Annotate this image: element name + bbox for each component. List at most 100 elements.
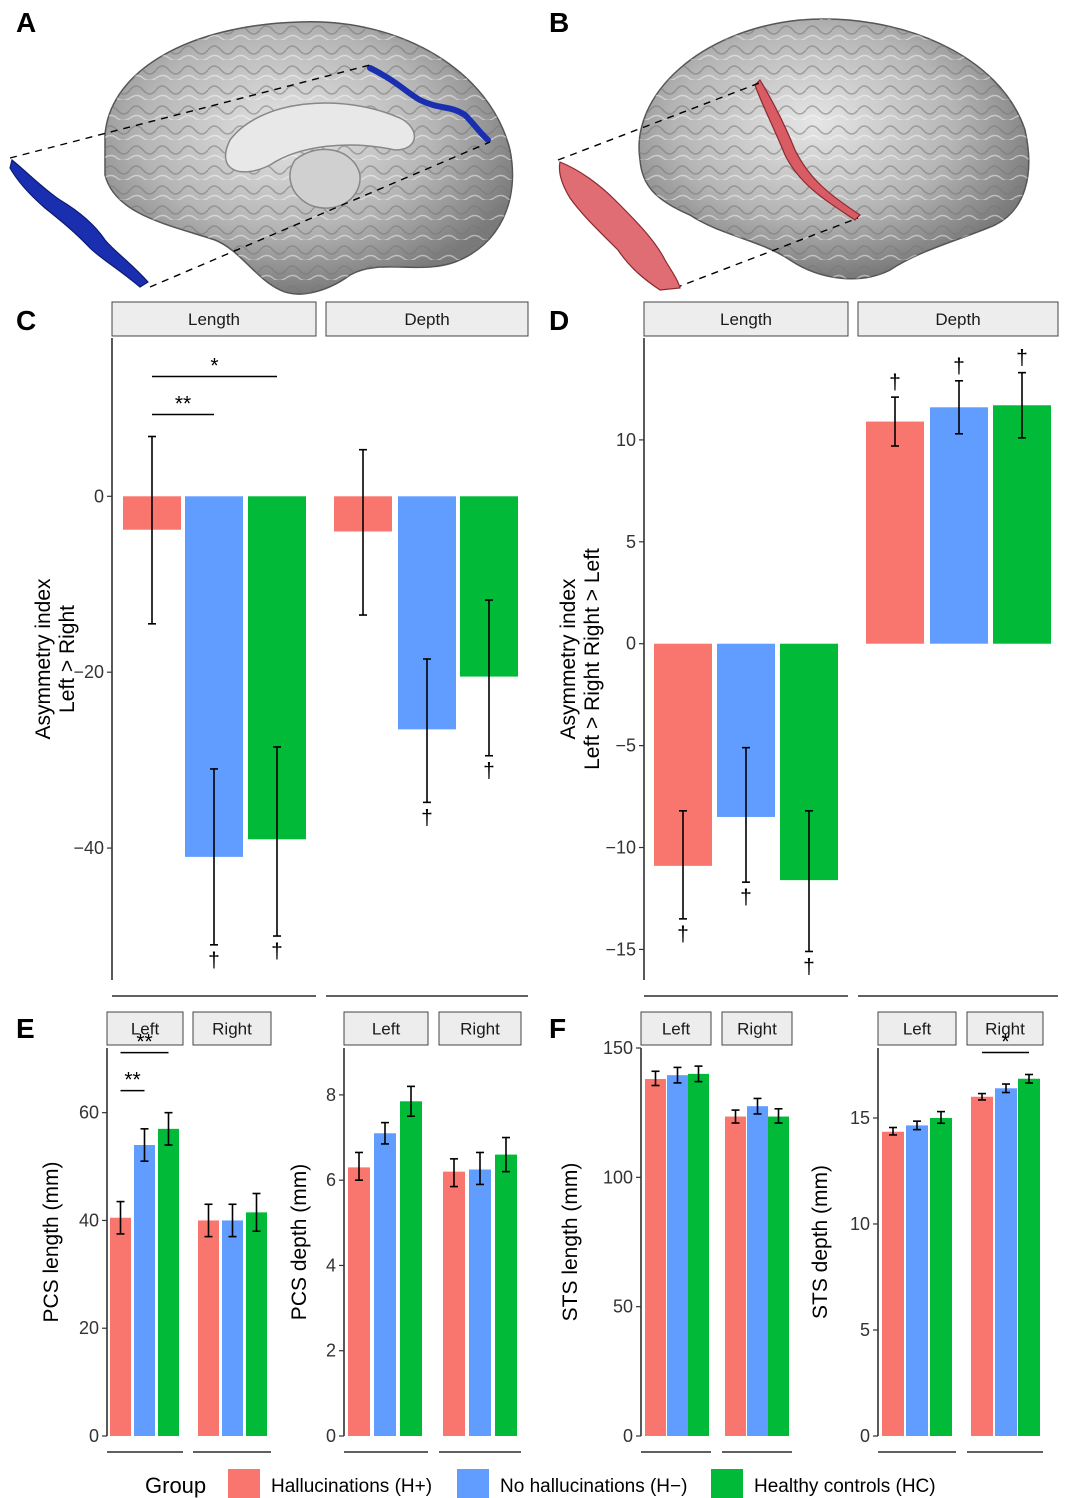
legend-swatch-hallucinations: [228, 1469, 260, 1498]
f-depth-facet-left-strip-label: Left: [903, 1020, 932, 1039]
f-depth-facet-right-strip: [966, 1011, 1044, 1046]
e-length-facet-left-strip: [106, 1011, 184, 1046]
d-y-tick-label: 5: [626, 532, 636, 552]
c-y-axis-title-line-1: Asymmetry index: [32, 578, 55, 740]
f-length-facet-left-strip-label: Left: [662, 1020, 691, 1039]
f-depth-facet-left-bar-h-minus: [906, 1125, 928, 1436]
c-facet-depth-dagger-h-minus: †: [421, 806, 433, 829]
e-length-facet-right-bar-hc: [246, 1212, 267, 1436]
d-facet-depth-bar-hc: [993, 405, 1051, 644]
e-depth-facet-left-bar-h-plus: [348, 1167, 370, 1436]
f-length-facet-right-bar-hc: [768, 1116, 789, 1436]
d-facet-length-strip-label: Length: [720, 310, 772, 329]
legend-swatch-no-hallucinations: [457, 1469, 489, 1498]
c-y-axis-title-line-2: Left > Right: [56, 605, 79, 713]
charts-layer: 0 −20 −40 Asymmetry index Left > Right Length…: [32, 301, 1059, 1453]
c-facet-length-dagger-hc: †: [271, 940, 283, 963]
f-length-facet-right-strip-label: Right: [737, 1020, 777, 1039]
d-facet-depth-bar-h-plus: [866, 421, 924, 644]
e-length-y-tick-label: 0: [89, 1426, 99, 1446]
e-depth-facet-right-bar-h-plus: [443, 1171, 465, 1436]
panel-letter-e: E: [16, 1013, 35, 1044]
legend-label-healthy-controls: Healthy controls (HC): [754, 1476, 936, 1497]
f-length-facet-right-bar-h-minus: [747, 1106, 768, 1436]
d-facet-length-strip: [643, 301, 849, 337]
e-depth-y-axis-title: PCS depth (mm): [288, 1164, 311, 1320]
f-depth-facet-left-strip: [877, 1011, 957, 1046]
panel-letter-d: D: [549, 305, 569, 336]
c-y-tick-label: 0: [94, 486, 104, 506]
f-depth-facet-left-bar-h-plus: [882, 1131, 904, 1436]
d-facet-depth-dagger-h-plus: †: [889, 371, 901, 394]
d-facet-length-dagger-hc: †: [803, 955, 815, 978]
e-length-y-tick-label: 40: [79, 1210, 99, 1230]
e-length-facet-left-bar-hc: [158, 1128, 179, 1436]
f-depth-facet-right-sig-label: *: [1001, 1031, 1009, 1054]
d-y-tick-label: 10: [616, 430, 636, 450]
c-facet-depth-dagger-hc: †: [483, 760, 495, 783]
legend-label-hallucinations: Hallucinations (H+): [271, 1476, 432, 1497]
c-facet-length-strip-label: Length: [188, 310, 240, 329]
d-facet-depth-bar-h-minus: [930, 407, 988, 644]
e-length-y-tick-label: 60: [79, 1103, 99, 1123]
f-depth-y-tick-label: 10: [850, 1214, 870, 1234]
e-depth-facet-left-bar-h-minus: [374, 1133, 396, 1436]
e-depth-y-tick-label: 6: [326, 1170, 336, 1190]
c-facet-length-sig-label: **: [175, 392, 191, 415]
e-length-facet-right-strip: [192, 1011, 272, 1046]
f-depth-facet-right-strip-label: Right: [985, 1020, 1025, 1039]
e-length-y-axis-title: PCS length (mm): [40, 1161, 63, 1322]
c-facet-length-sig-label: *: [210, 354, 218, 377]
d-facet-depth-strip: [857, 301, 1059, 337]
e-depth-facet-left-strip: [343, 1011, 429, 1046]
e-depth-facet-right-strip: [438, 1011, 522, 1046]
e-length-facet-right-bar-h-minus: [222, 1220, 243, 1436]
e-length-facet-right-bar-h-plus: [198, 1220, 219, 1436]
e-depth-y-tick-label: 2: [326, 1341, 336, 1361]
e-length-y-tick-label: 20: [79, 1318, 99, 1338]
e-depth-y-tick-label: 8: [326, 1085, 336, 1105]
e-depth-facet-right-bar-hc: [495, 1154, 517, 1436]
f-depth-facet-right-bar-hc: [1018, 1078, 1040, 1436]
f-length-facet-left-bar-hc: [688, 1073, 709, 1436]
f-length-facet-left-bar-h-minus: [667, 1075, 688, 1436]
e-depth-facet-left-bar-hc: [400, 1101, 422, 1436]
d-facet-length-dagger-h-plus: †: [677, 923, 689, 946]
d-facet-depth-dagger-hc: †: [1016, 347, 1028, 370]
f-depth-facet-right-bar-h-plus: [971, 1096, 993, 1436]
panel-letter-b: B: [549, 7, 569, 38]
f-length-y-axis-title: STS length (mm): [559, 1163, 582, 1322]
f-length-facet-right-bar-h-plus: [725, 1116, 746, 1436]
f-depth-y-tick-label: 0: [860, 1426, 870, 1446]
e-depth-facet-right-strip-label: Right: [460, 1020, 500, 1039]
legend-label-no-hallucinations: No hallucinations (H−): [500, 1476, 687, 1497]
e-length-facet-left-sig-label: **: [124, 1069, 140, 1092]
f-length-facet-right-strip: [721, 1011, 793, 1046]
d-y-tick-label: −5: [615, 736, 636, 756]
f-length-y-tick-label: 150: [603, 1038, 633, 1058]
panel-letter-c: C: [16, 305, 36, 336]
f-length-y-tick-label: 50: [613, 1297, 633, 1317]
d-y-tick-label: −15: [605, 939, 636, 959]
f-length-y-tick-label: 0: [623, 1426, 633, 1446]
e-length-facet-left-sig-label: **: [136, 1031, 152, 1054]
f-depth-y-axis-title: STS depth (mm): [809, 1165, 832, 1319]
e-depth-y-tick-label: 4: [326, 1255, 336, 1275]
c-facet-length-strip: [111, 301, 317, 337]
legend-title: Group: [145, 1473, 206, 1498]
legend-swatch-healthy-controls: [711, 1469, 743, 1498]
f-depth-y-tick-label: 5: [860, 1320, 870, 1340]
f-depth-facet-right-bar-h-minus: [995, 1088, 1017, 1436]
e-length-facet-left-bar-h-minus: [134, 1145, 155, 1436]
d-y-tick-label: 0: [626, 634, 636, 654]
d-y-axis-title-line-2: Left > Right Right > Left: [581, 548, 604, 770]
e-depth-facet-left-strip-label: Left: [372, 1020, 401, 1039]
e-length-facet-left-bar-h-plus: [110, 1217, 131, 1436]
e-length-facet-right-strip-label: Right: [212, 1020, 252, 1039]
d-facet-depth-strip-label: Depth: [935, 310, 980, 329]
c-y-tick-label: −40: [73, 838, 104, 858]
brain-lateral-icon: [557, 18, 1030, 291]
c-y-tick-label: −20: [73, 662, 104, 682]
c-facet-depth-strip: [325, 301, 529, 337]
c-facet-length-dagger-h-minus: †: [208, 949, 220, 972]
